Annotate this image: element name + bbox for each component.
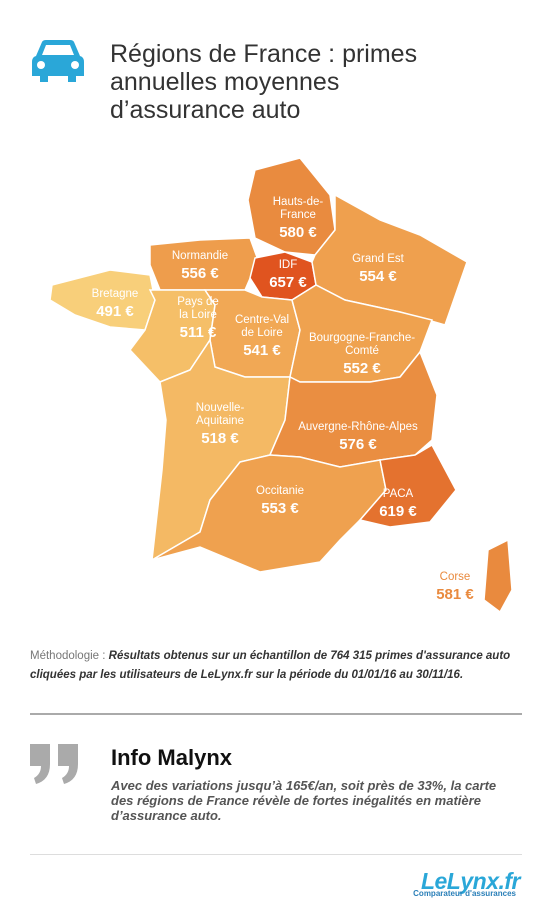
divider bbox=[30, 854, 522, 855]
region-value: 580 € bbox=[279, 224, 317, 241]
methodology-label: Méthodologie : bbox=[30, 650, 106, 662]
region-value: 581 € bbox=[436, 586, 474, 603]
region-name: la Loire bbox=[179, 309, 217, 321]
logo[interactable]: LeLynx.fr bbox=[420, 868, 521, 894]
region-name: de Loire bbox=[241, 327, 283, 339]
region bbox=[49, 269, 156, 331]
region-value: 541 € bbox=[243, 342, 281, 359]
region-name: Corse bbox=[440, 571, 471, 583]
info-text: Avec des variations jusqu’à 165€/an, soi… bbox=[111, 778, 497, 823]
methodology: Méthodologie : Résultats obtenus sur un … bbox=[30, 647, 525, 685]
car-icon bbox=[32, 40, 84, 82]
region bbox=[149, 237, 259, 291]
region-value: 619 € bbox=[379, 503, 417, 520]
region bbox=[483, 538, 513, 614]
region-value: 657 € bbox=[269, 274, 307, 291]
methodology-text: Résultats obtenus sur un échantillon de … bbox=[30, 650, 511, 681]
region-name: Nouvelle- bbox=[196, 402, 245, 414]
region bbox=[358, 443, 457, 528]
title-line: d’assurance auto bbox=[110, 96, 301, 124]
region-value: 552 € bbox=[343, 360, 381, 377]
region-value: 553 € bbox=[261, 500, 299, 517]
region-name: Centre-Val bbox=[235, 314, 289, 326]
region-name: Normandie bbox=[172, 250, 228, 262]
region-name: Pays de bbox=[177, 296, 219, 308]
region-value: 554 € bbox=[359, 268, 397, 285]
region bbox=[151, 454, 387, 573]
region-name: Bretagne bbox=[92, 288, 139, 300]
region-value: 556 € bbox=[181, 265, 219, 282]
divider bbox=[30, 713, 522, 715]
region-name: Comté bbox=[345, 345, 379, 357]
region-name: Auvergne-Rhône-Alpes bbox=[298, 421, 418, 433]
region-value: 518 € bbox=[201, 430, 239, 447]
region-name: Bourgogne-Franche- bbox=[309, 332, 415, 344]
quote-icon bbox=[30, 744, 78, 784]
tagline: Comparateur d'assurances bbox=[413, 889, 516, 898]
map: Hauts-de-France 580 € Normandie 556 € IDF 657… bbox=[49, 157, 513, 614]
region-name: Aquitaine bbox=[196, 415, 244, 427]
info-title: Info Malynx bbox=[111, 745, 233, 770]
region-name: IDF bbox=[279, 259, 298, 271]
region-value: 511 € bbox=[180, 324, 217, 341]
title: Régions de France : primes annuelles moye… bbox=[110, 40, 417, 124]
region-name: Occitanie bbox=[256, 485, 304, 497]
region-value: 491 € bbox=[96, 303, 134, 320]
title-line: annuelles moyennes bbox=[110, 68, 340, 96]
region-name: PACA bbox=[383, 488, 414, 500]
region-value: 576 € bbox=[339, 436, 377, 453]
region-name: Hauts-de- bbox=[273, 196, 324, 208]
title-line: Régions de France : primes bbox=[110, 40, 418, 68]
region-name: Grand Est bbox=[352, 253, 405, 265]
region-name: France bbox=[280, 209, 316, 221]
